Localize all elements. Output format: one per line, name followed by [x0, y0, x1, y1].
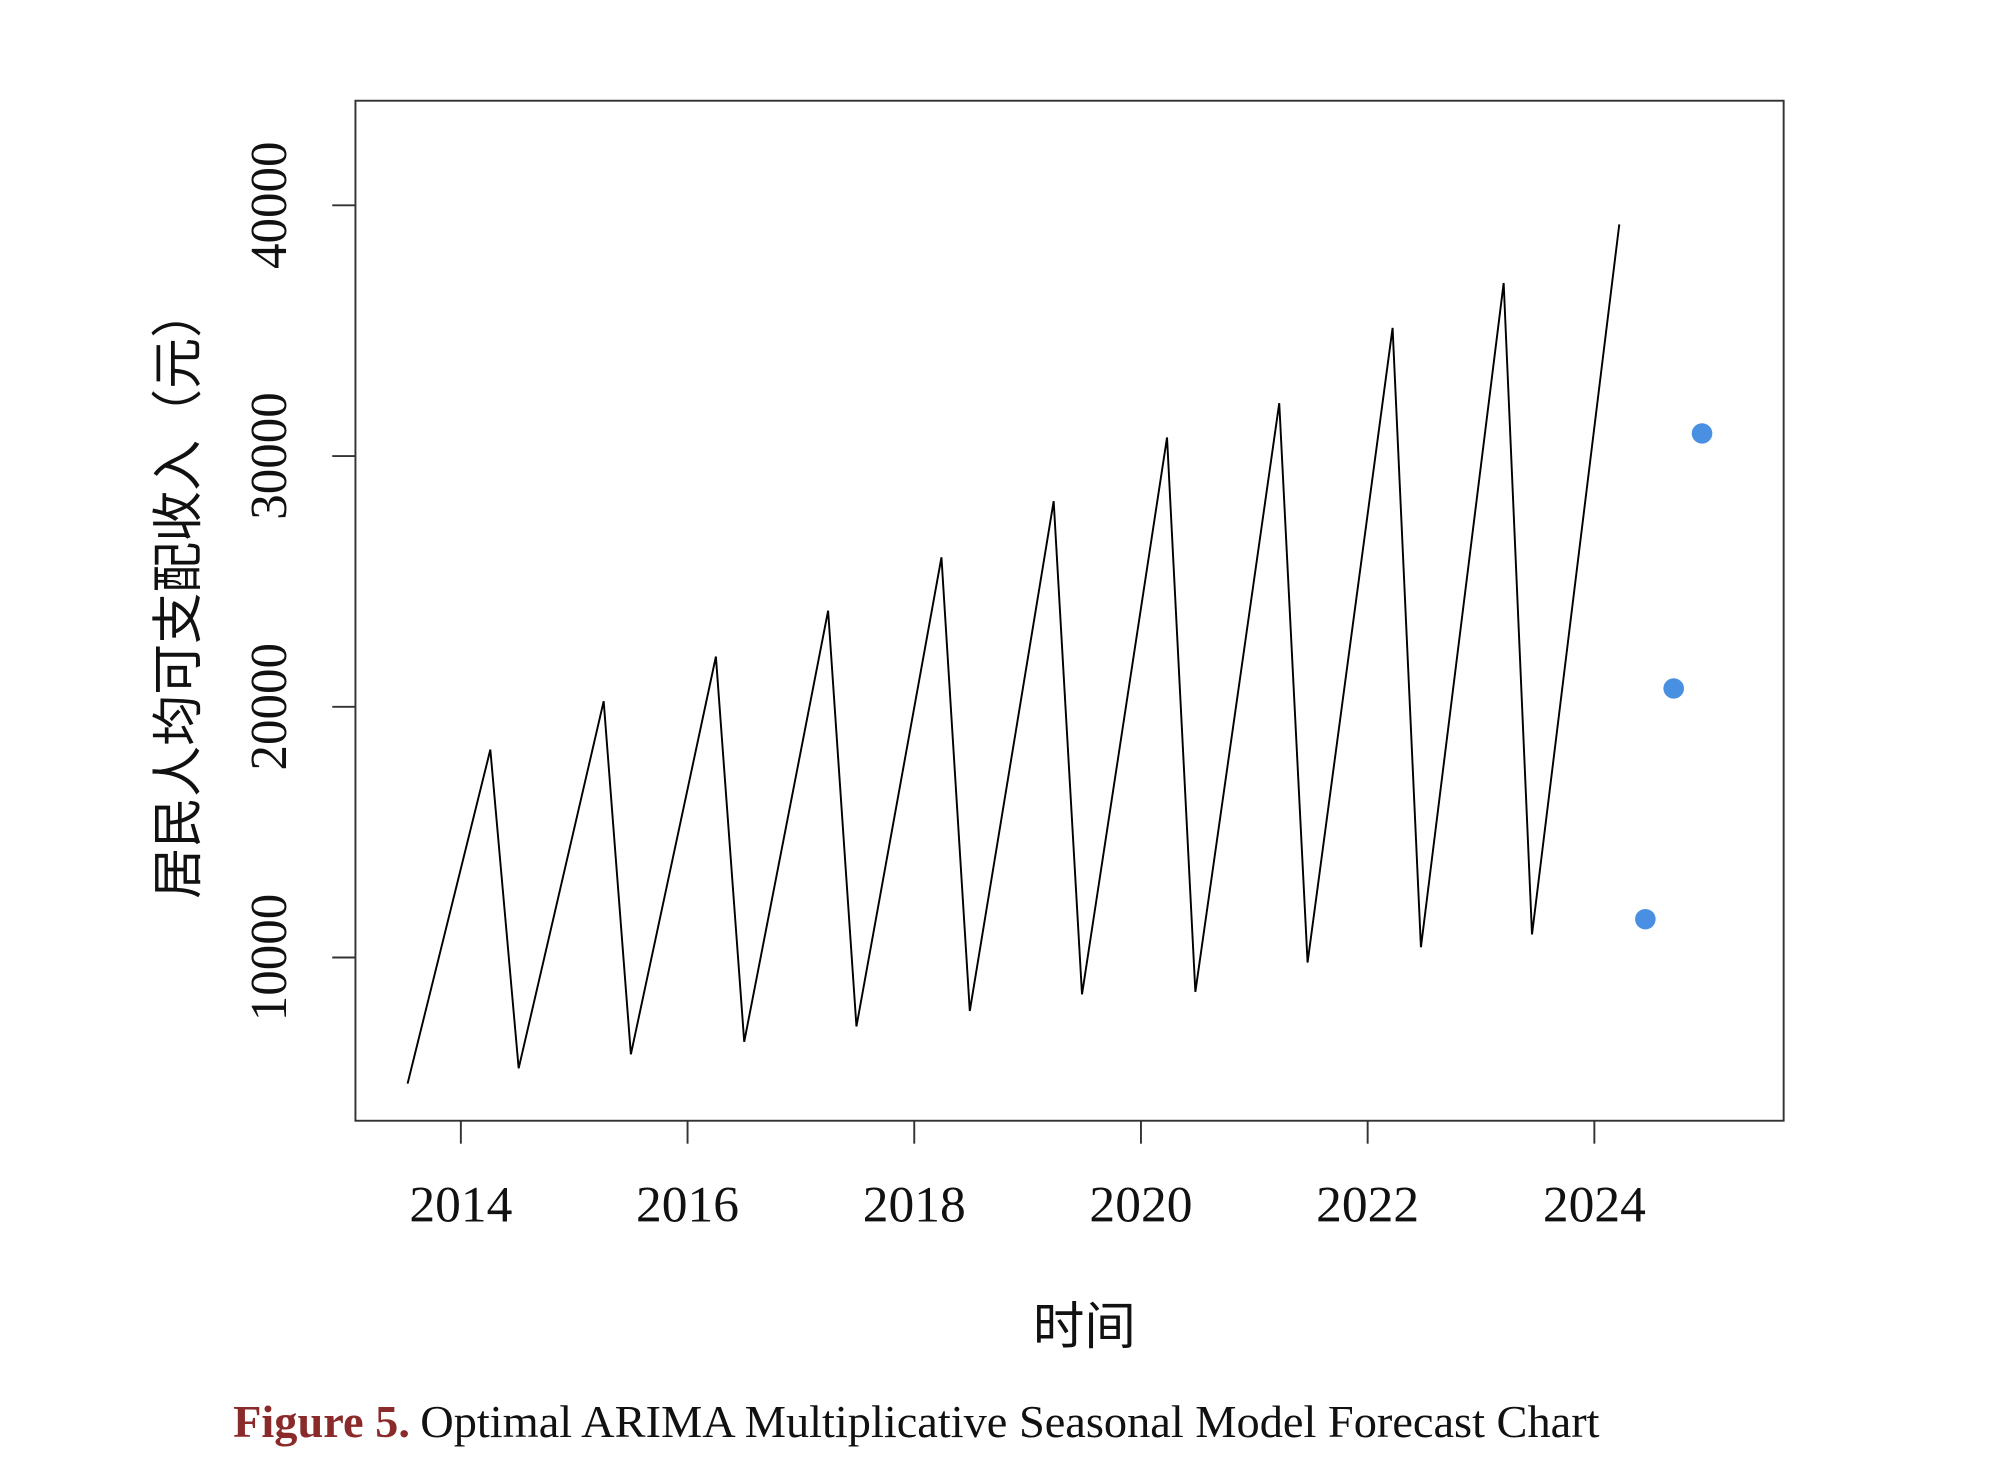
x-tick-label: 2022 [1316, 1177, 1419, 1234]
forecast-point [1663, 678, 1684, 699]
y-tick-label: 20000 [241, 643, 298, 770]
caption-label: Figure 5. [233, 1396, 410, 1447]
y-axis-label: 居民人均可支配收入（元） [151, 287, 208, 899]
plot-frame [354, 99, 1785, 1122]
x-axis-label: 时间 [1033, 1299, 1136, 1356]
y-tick-label: 30000 [241, 392, 298, 519]
forecast-point [1635, 908, 1656, 930]
forecast-point [1691, 423, 1713, 444]
x-tick-label: 2014 [409, 1177, 512, 1234]
x-tick-label: 2024 [1543, 1177, 1646, 1234]
x-tick-label: 2016 [636, 1177, 739, 1234]
caption-text: Optimal ARIMA Multiplicative Seasonal Mo… [420, 1396, 1599, 1447]
x-tick-label: 2018 [863, 1177, 966, 1234]
x-tick-label: 2020 [1089, 1177, 1192, 1234]
y-tick-label: 40000 [241, 142, 298, 269]
series-line [406, 224, 1621, 1084]
caption: Figure 5. Optimal ARIMA Multiplicative Se… [233, 1396, 1600, 1447]
y-tick-label: 10000 [241, 894, 298, 1021]
